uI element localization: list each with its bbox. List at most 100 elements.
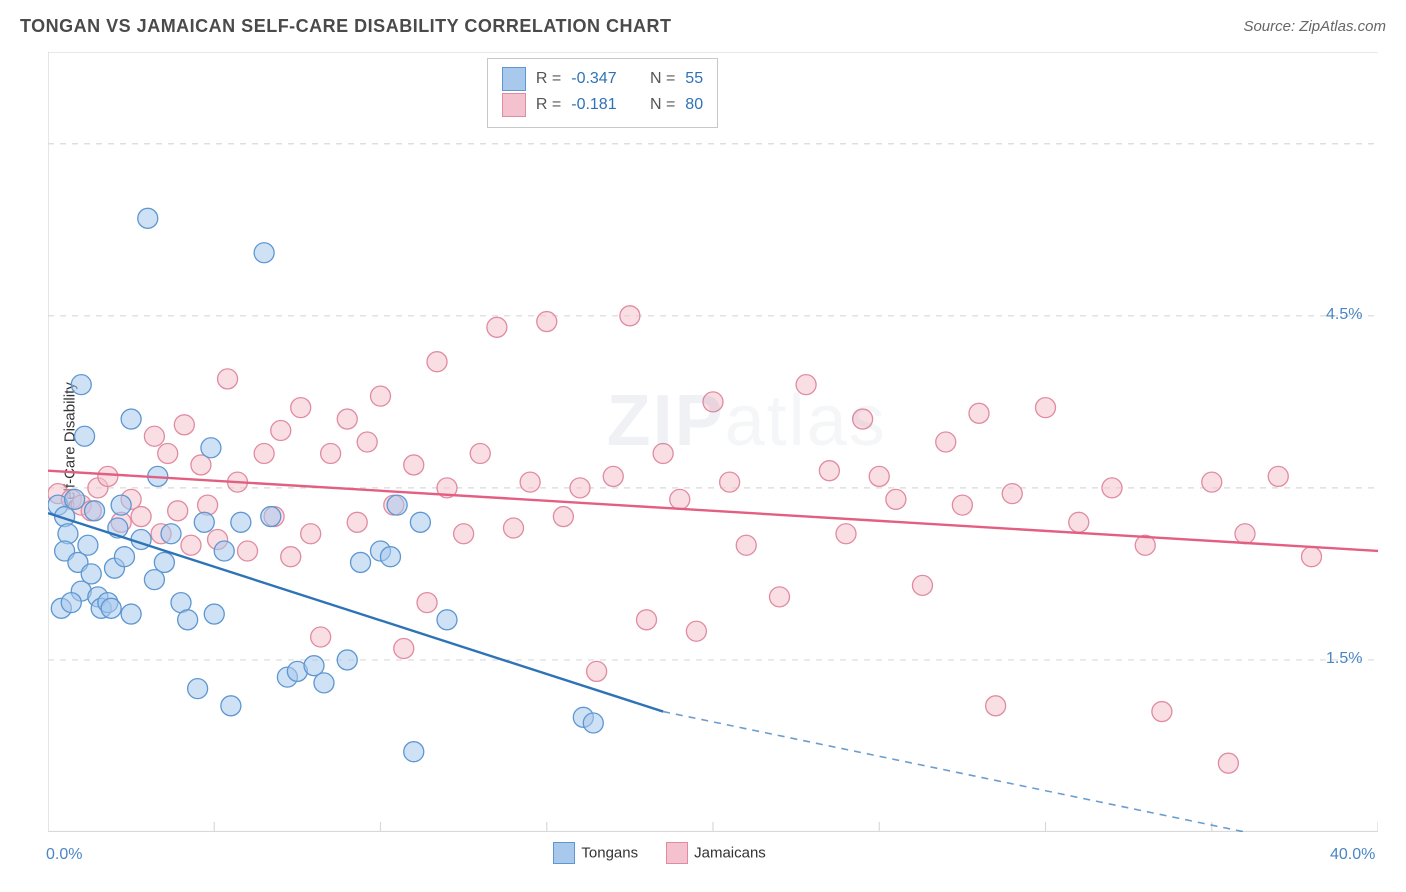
series-legend: Tongans Jamaicans — [553, 842, 765, 864]
jamaicans-point — [1002, 484, 1022, 504]
tongans-point — [231, 512, 251, 532]
jamaicans-point — [986, 696, 1006, 716]
stats-r-value: -0.181 — [571, 96, 616, 114]
tongans-point — [154, 552, 174, 572]
tongans-point — [410, 512, 430, 532]
jamaicans-point — [1302, 547, 1322, 567]
legend-item-tongans: Tongans — [553, 842, 638, 864]
jamaicans-point — [238, 541, 258, 561]
tongans-point — [204, 604, 224, 624]
jamaicans-point — [969, 403, 989, 423]
jamaicans-point — [1069, 512, 1089, 532]
jamaicans-point — [720, 472, 740, 492]
stats-r-label: R = — [536, 70, 561, 88]
jamaicans-point — [1102, 478, 1122, 498]
stats-n-value: 80 — [685, 96, 703, 114]
jamaicans-point — [912, 575, 932, 595]
jamaicans-point — [836, 524, 856, 544]
jamaicans-point — [371, 386, 391, 406]
jamaicans-point — [736, 535, 756, 555]
y-tick-label: 1.5% — [1326, 650, 1362, 668]
tongans-point — [121, 604, 141, 624]
stats-swatch-icon — [502, 67, 526, 91]
stats-n-value: 55 — [685, 70, 703, 88]
jamaicans-point — [404, 455, 424, 475]
tongans-point — [71, 375, 91, 395]
jamaicans-point — [454, 524, 474, 544]
jamaicans-point — [670, 489, 690, 509]
jamaicans-point — [131, 507, 151, 527]
jamaicans-point — [603, 466, 623, 486]
jamaicans-point — [271, 421, 291, 441]
jamaicans-point — [321, 443, 341, 463]
jamaicans-point — [587, 661, 607, 681]
jamaicans-point — [770, 587, 790, 607]
jamaicans-point — [853, 409, 873, 429]
jamaicans-point — [198, 495, 218, 515]
tongans-trend-line-extrapolated — [663, 712, 1245, 832]
legend-label: Tongans — [581, 845, 638, 862]
tongans-point — [58, 524, 78, 544]
stats-row-tongans: R = -0.347 N = 55 — [502, 67, 703, 91]
jamaicans-point — [570, 478, 590, 498]
jamaicans-point — [703, 392, 723, 412]
jamaicans-point — [98, 466, 118, 486]
tongans-point — [261, 507, 281, 527]
jamaicans-point — [301, 524, 321, 544]
tongans-point — [114, 547, 134, 567]
jamaicans-point — [1036, 398, 1056, 418]
jamaicans-point — [796, 375, 816, 395]
tongans-point — [387, 495, 407, 515]
jamaicans-point — [952, 495, 972, 515]
jamaicans-point — [504, 518, 524, 538]
tongans-point — [111, 495, 131, 515]
tongans-point — [201, 438, 221, 458]
stats-n-label: N = — [650, 70, 675, 88]
jamaicans-point — [819, 461, 839, 481]
scatter-plot — [48, 52, 1378, 832]
chart-title: TONGAN VS JAMAICAN SELF-CARE DISABILITY … — [20, 16, 672, 37]
stats-swatch-icon — [502, 93, 526, 117]
jamaicans-point — [357, 432, 377, 452]
tongans-point — [404, 742, 424, 762]
jamaicans-point — [181, 535, 201, 555]
tongans-point — [85, 501, 105, 521]
tongans-point — [437, 610, 457, 630]
tongans-point — [337, 650, 357, 670]
tongans-point — [221, 696, 241, 716]
tongans-point — [121, 409, 141, 429]
tongans-point — [254, 243, 274, 263]
tongans-point — [380, 547, 400, 567]
jamaicans-point — [1235, 524, 1255, 544]
jamaicans-point — [936, 432, 956, 452]
jamaicans-point — [537, 312, 557, 332]
tongans-point — [138, 208, 158, 228]
legend-swatch-icon — [553, 842, 575, 864]
y-tick-label: 4.5% — [1326, 306, 1362, 324]
jamaicans-point — [254, 443, 274, 463]
tongans-point — [583, 713, 603, 733]
jamaicans-point — [281, 547, 301, 567]
legend-label: Jamaicans — [694, 845, 766, 862]
jamaicans-point — [168, 501, 188, 521]
jamaicans-point — [520, 472, 540, 492]
correlation-stats-box: R = -0.347 N = 55R = -0.181 N = 80 — [487, 58, 718, 128]
jamaicans-point — [653, 443, 673, 463]
jamaicans-point — [144, 426, 164, 446]
jamaicans-point — [686, 621, 706, 641]
jamaicans-point — [1268, 466, 1288, 486]
tongans-point — [178, 610, 198, 630]
jamaicans-point — [337, 409, 357, 429]
jamaicans-point — [347, 512, 367, 532]
jamaicans-point — [637, 610, 657, 630]
jamaicans-point — [158, 443, 178, 463]
tongans-point — [314, 673, 334, 693]
jamaicans-trend-line — [48, 471, 1378, 551]
jamaicans-point — [869, 466, 889, 486]
tongans-point — [351, 552, 371, 572]
jamaicans-point — [487, 317, 507, 337]
jamaicans-point — [174, 415, 194, 435]
jamaicans-point — [553, 507, 573, 527]
chart-container: TONGAN VS JAMAICAN SELF-CARE DISABILITY … — [0, 0, 1406, 892]
jamaicans-point — [886, 489, 906, 509]
